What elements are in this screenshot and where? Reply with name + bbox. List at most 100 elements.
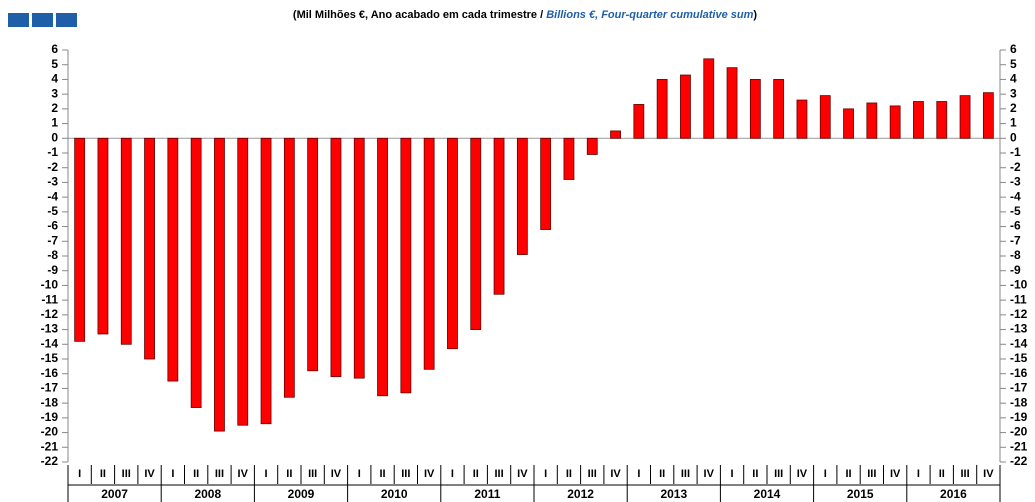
y2-tick-label: -12 (1010, 307, 1028, 321)
year-label: 2008 (194, 487, 221, 501)
y2-tick-label: -4 (1010, 189, 1021, 203)
x-tick-label: IV (331, 468, 342, 480)
x-tick-label: III (588, 468, 597, 480)
x-tick-label: IV (517, 468, 528, 480)
x-tick-label: IV (238, 468, 249, 480)
x-tick-label: I (265, 468, 268, 480)
bar (144, 137, 155, 360)
bar (913, 101, 924, 139)
y2-tick-label: -8 (1010, 248, 1021, 262)
bar (353, 137, 365, 379)
y2-tick-label: 1 (1010, 116, 1017, 130)
y-tick-label: -6 (47, 219, 58, 233)
x-tick-label: III (774, 468, 783, 480)
y-tick-label: -3 (47, 175, 58, 189)
bar (307, 137, 319, 372)
bar (586, 137, 598, 155)
x-tick-label: II (752, 468, 758, 480)
bar (703, 58, 715, 139)
x-tick-label: I (824, 468, 827, 480)
x-tick-label: II (939, 468, 945, 480)
bar (377, 137, 388, 397)
logo-square (56, 13, 77, 27)
year-label: 2012 (567, 487, 594, 501)
y-tick-label: 5 (51, 57, 58, 71)
y2-tick-label: -3 (1010, 175, 1021, 189)
x-tick-label: II (845, 468, 851, 480)
x-tick-label: II (193, 468, 199, 480)
y-tick-label: -13 (41, 322, 59, 336)
y2-tick-label: -22 (1010, 454, 1028, 468)
x-tick-label: IV (797, 468, 808, 480)
x-tick-label: I (78, 468, 81, 480)
y-tick-label: -20 (41, 425, 59, 439)
logo-square (32, 13, 53, 27)
y2-tick-label: -20 (1010, 425, 1028, 439)
y-tick-label: -8 (47, 248, 58, 262)
y-tick-label: -12 (41, 307, 59, 321)
y2-tick-label: -13 (1010, 322, 1028, 336)
title-pt: (Mil Milhões €, Ano acabado em cada trim… (293, 9, 546, 21)
x-tick-label: IV (610, 468, 621, 480)
y-tick-label: -18 (41, 395, 59, 409)
x-tick-label: III (122, 468, 131, 480)
year-label: 2015 (847, 487, 874, 501)
y-tick-label: -2 (47, 160, 58, 174)
bar (633, 104, 645, 139)
year-label: 2009 (288, 487, 315, 501)
x-tick-label: II (473, 468, 479, 480)
bar (167, 137, 179, 382)
y2-tick-label: -18 (1010, 395, 1028, 409)
y-tick-label: -16 (41, 366, 59, 380)
y2-tick-label: -17 (1010, 381, 1028, 395)
x-tick-label: IV (424, 468, 435, 480)
y-tick-label: -4 (47, 189, 58, 203)
x-tick-label: II (659, 468, 665, 480)
y2-tick-label: -6 (1010, 219, 1021, 233)
x-tick-label: I (451, 468, 454, 480)
bar (470, 137, 482, 330)
y-tick-label: 1 (51, 116, 58, 130)
x-tick-label: II (379, 468, 385, 480)
x-tick-label: III (867, 468, 876, 480)
bar (610, 130, 621, 139)
y-tick-label: -22 (41, 454, 59, 468)
bar (749, 79, 761, 139)
y2-tick-label: 0 (1010, 130, 1017, 144)
x-tick-label: II (100, 468, 106, 480)
y-tick-label: -15 (41, 351, 59, 365)
bar (773, 79, 785, 139)
y2-tick-label: 6 (1010, 42, 1017, 56)
bar (680, 74, 691, 139)
y2-tick-label: 4 (1010, 72, 1017, 86)
y2-tick-label: -11 (1010, 292, 1027, 306)
x-tick-label: III (215, 468, 224, 480)
bar (982, 92, 994, 139)
y2-tick-label: -16 (1010, 366, 1028, 380)
x-tick-label: II (566, 468, 572, 480)
y2-tick-label: -5 (1010, 204, 1021, 218)
title-end: ) (753, 9, 757, 21)
bar (540, 137, 552, 230)
y-tick-label: 3 (51, 86, 58, 100)
y-tick-label: -19 (41, 410, 59, 424)
x-tick-label: IV (144, 468, 155, 480)
bar (214, 137, 225, 432)
x-tick-label: III (960, 468, 969, 480)
y2-tick-label: 3 (1010, 86, 1017, 100)
logo-square (8, 13, 29, 27)
bar (936, 101, 948, 139)
year-label: 2007 (101, 487, 128, 501)
bar (120, 137, 132, 345)
bar (74, 137, 86, 342)
x-tick-label: I (544, 468, 547, 480)
bar (237, 137, 249, 426)
y2-tick-label: -10 (1010, 278, 1028, 292)
y-tick-label: -17 (41, 381, 59, 395)
y2-tick-label: 5 (1010, 57, 1017, 71)
x-tick-label: II (286, 468, 292, 480)
y2-tick-label: -2 (1010, 160, 1021, 174)
bar (516, 137, 528, 255)
y-tick-label: 6 (51, 42, 58, 56)
